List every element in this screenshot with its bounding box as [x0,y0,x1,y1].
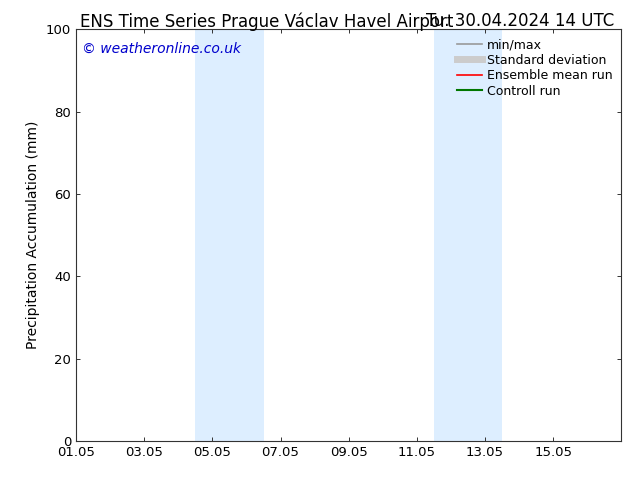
Bar [434,29,502,441]
Text: ENS Time Series Prague Václav Havel Airport: ENS Time Series Prague Václav Havel Airp… [80,12,453,31]
Text: © weatheronline.co.uk: © weatheronline.co.uk [82,42,240,56]
Bar [195,29,264,441]
Text: Tu. 30.04.2024 14 UTC: Tu. 30.04.2024 14 UTC [426,12,614,30]
Legend: min/max, Standard deviation, Ensemble mean run, Controll run: min/max, Standard deviation, Ensemble me… [455,36,615,100]
Y-axis label: Precipitation Accumulation (mm): Precipitation Accumulation (mm) [27,121,41,349]
